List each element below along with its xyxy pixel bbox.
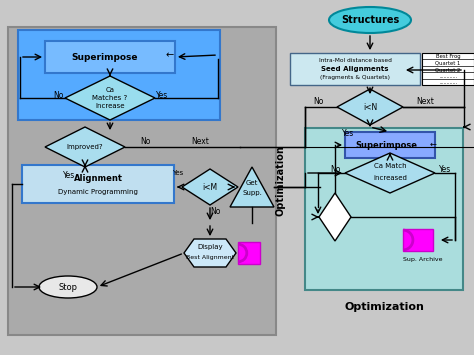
FancyBboxPatch shape bbox=[22, 165, 174, 203]
FancyBboxPatch shape bbox=[45, 41, 175, 73]
Text: No: No bbox=[330, 164, 340, 174]
Text: Yes: Yes bbox=[63, 170, 75, 180]
Text: Yes: Yes bbox=[439, 164, 451, 174]
Text: No: No bbox=[210, 208, 220, 217]
Text: Yes: Yes bbox=[156, 92, 168, 100]
Text: Increase: Increase bbox=[95, 103, 125, 109]
FancyBboxPatch shape bbox=[290, 53, 420, 85]
Text: Structures: Structures bbox=[341, 15, 399, 25]
Polygon shape bbox=[345, 153, 435, 193]
FancyBboxPatch shape bbox=[345, 132, 435, 158]
Text: Improved?: Improved? bbox=[67, 144, 103, 150]
Text: Superimpose: Superimpose bbox=[355, 141, 417, 149]
Text: Display: Display bbox=[197, 244, 223, 250]
Text: Best Alignment: Best Alignment bbox=[186, 256, 234, 261]
Polygon shape bbox=[184, 239, 236, 267]
Polygon shape bbox=[238, 242, 260, 264]
Text: Optimization: Optimization bbox=[276, 146, 286, 217]
Text: Ca Match: Ca Match bbox=[374, 163, 406, 169]
Polygon shape bbox=[337, 89, 403, 125]
Text: No: No bbox=[313, 97, 323, 105]
Text: Yes: Yes bbox=[173, 170, 183, 176]
Text: Get: Get bbox=[246, 180, 258, 186]
Text: Superimpose: Superimpose bbox=[72, 53, 138, 61]
Polygon shape bbox=[319, 193, 351, 241]
FancyBboxPatch shape bbox=[305, 128, 463, 290]
Text: i<N: i<N bbox=[363, 103, 377, 111]
Text: Seed Alignments: Seed Alignments bbox=[321, 66, 389, 72]
FancyBboxPatch shape bbox=[18, 30, 220, 120]
Text: Alignment: Alignment bbox=[73, 174, 122, 183]
FancyBboxPatch shape bbox=[8, 27, 276, 335]
Text: increased: increased bbox=[373, 175, 407, 181]
Text: Matches ?: Matches ? bbox=[92, 95, 128, 101]
Text: Next: Next bbox=[416, 97, 434, 105]
Text: Optimization: Optimization bbox=[344, 302, 424, 312]
Ellipse shape bbox=[329, 7, 411, 33]
FancyBboxPatch shape bbox=[422, 53, 474, 85]
Text: ............: ............ bbox=[439, 73, 457, 78]
Text: Stop: Stop bbox=[58, 283, 78, 291]
Polygon shape bbox=[65, 76, 155, 120]
Text: Intra-Mol distance based: Intra-Mol distance based bbox=[319, 59, 392, 64]
Text: Quartet 1: Quartet 1 bbox=[435, 61, 461, 66]
Polygon shape bbox=[230, 167, 274, 207]
Text: (Fragments & Quartets): (Fragments & Quartets) bbox=[320, 76, 390, 81]
Text: Best Frog: Best Frog bbox=[436, 54, 460, 59]
Text: Ca: Ca bbox=[106, 87, 115, 93]
Text: Supp.: Supp. bbox=[242, 190, 262, 196]
Ellipse shape bbox=[39, 276, 97, 298]
Text: ←: ← bbox=[429, 140, 437, 148]
Text: Yes: Yes bbox=[342, 129, 354, 137]
Text: No: No bbox=[140, 137, 150, 146]
Text: Next: Next bbox=[191, 137, 209, 146]
Text: No: No bbox=[53, 92, 63, 100]
Polygon shape bbox=[403, 229, 433, 251]
Text: Dynamic Programming: Dynamic Programming bbox=[58, 189, 138, 195]
Text: Sup. Archive: Sup. Archive bbox=[403, 257, 443, 262]
Text: Quartet 2: Quartet 2 bbox=[435, 67, 461, 72]
Text: ............: ............ bbox=[439, 80, 457, 85]
Text: ←: ← bbox=[166, 50, 174, 60]
Text: i<M: i<M bbox=[202, 182, 218, 191]
Polygon shape bbox=[45, 127, 125, 167]
Polygon shape bbox=[182, 169, 238, 205]
